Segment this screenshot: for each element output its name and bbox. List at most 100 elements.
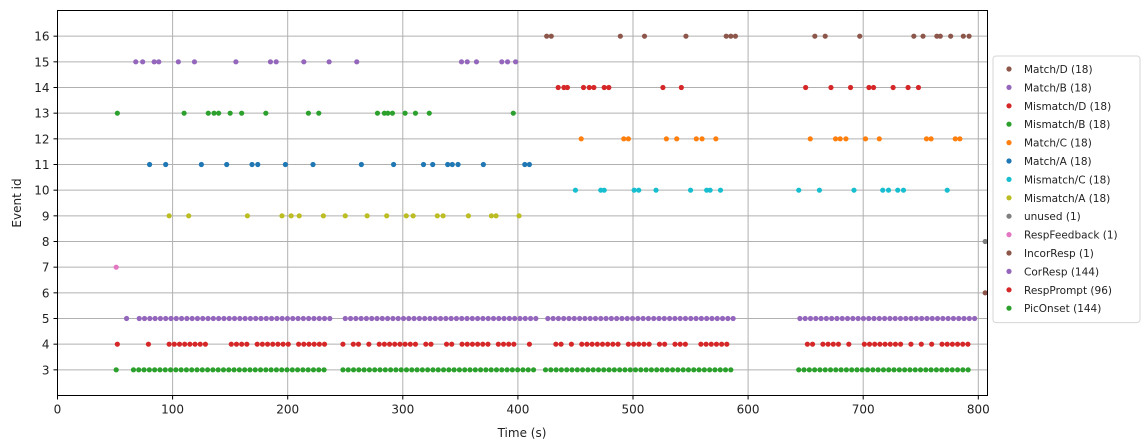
- data-point: [614, 315, 620, 322]
- x-tick-label: 800: [967, 403, 990, 417]
- data-point: [905, 84, 911, 91]
- data-point: [880, 187, 886, 193]
- data-point: [682, 341, 688, 347]
- data-point: [908, 315, 914, 322]
- data-point: [423, 341, 429, 347]
- legend-entry: Match/B (18): [1024, 82, 1092, 94]
- data-point: [459, 315, 465, 322]
- legend-marker-icon: [1006, 195, 1012, 201]
- data-point: [550, 315, 556, 322]
- data-point: [147, 315, 153, 322]
- data-point: [851, 187, 857, 193]
- data-point: [928, 367, 934, 373]
- data-point: [571, 315, 577, 322]
- data-point: [929, 315, 935, 322]
- data-point: [887, 315, 893, 322]
- data-point: [566, 315, 572, 322]
- data-point: [603, 315, 609, 322]
- data-point: [374, 315, 380, 322]
- data-point: [886, 367, 892, 373]
- data-point: [818, 315, 824, 322]
- data-point: [917, 367, 924, 373]
- data-point: [564, 84, 570, 91]
- data-point: [956, 315, 962, 322]
- legend-marker-icon: [1006, 140, 1012, 146]
- data-point: [725, 315, 731, 322]
- data-point: [183, 367, 190, 373]
- data-point: [369, 315, 375, 322]
- data-point: [478, 367, 484, 373]
- data-point: [263, 315, 269, 322]
- data-point: [350, 367, 357, 373]
- data-point: [849, 367, 855, 373]
- data-point: [545, 315, 551, 322]
- data-point: [530, 367, 537, 373]
- data-point: [264, 341, 271, 347]
- data-point: [347, 315, 354, 322]
- data-point: [500, 341, 507, 347]
- data-point: [268, 367, 274, 373]
- y-tick-label: 10: [34, 184, 49, 198]
- data-point: [473, 59, 480, 65]
- data-point: [574, 367, 580, 373]
- data-point: [923, 367, 929, 373]
- data-point: [966, 33, 972, 39]
- data-point: [440, 367, 447, 373]
- data-point: [615, 341, 621, 347]
- data-point: [730, 315, 736, 322]
- data-point: [713, 341, 720, 347]
- data-point: [294, 367, 301, 373]
- data-point: [194, 367, 200, 373]
- legend-entry: IncorResp (1): [1024, 248, 1094, 260]
- data-point: [918, 341, 924, 347]
- data-point: [199, 367, 205, 373]
- data-point: [428, 341, 434, 347]
- legend-marker-icon: [1006, 287, 1012, 293]
- data-point: [674, 136, 680, 142]
- data-point: [827, 367, 834, 373]
- data-point: [606, 367, 612, 373]
- data-point: [419, 367, 425, 373]
- data-point: [876, 136, 882, 142]
- data-point: [512, 315, 518, 322]
- data-point: [270, 341, 276, 347]
- data-point: [412, 110, 419, 116]
- data-point: [960, 341, 966, 347]
- data-point: [839, 315, 845, 322]
- data-point: [504, 367, 510, 373]
- data-point: [263, 110, 269, 116]
- data-point: [157, 315, 163, 322]
- data-point: [875, 367, 881, 373]
- legend-entry: CorResp (144): [1024, 266, 1099, 278]
- data-point: [829, 315, 835, 322]
- data-point: [801, 367, 807, 373]
- data-point: [522, 315, 528, 322]
- data-point: [659, 367, 665, 373]
- data-point: [205, 110, 211, 116]
- data-point: [252, 367, 258, 373]
- data-point: [516, 213, 522, 219]
- data-point: [146, 161, 153, 168]
- data-point: [683, 33, 689, 39]
- data-point: [548, 33, 554, 39]
- data-point: [847, 84, 854, 91]
- data-point: [197, 341, 203, 347]
- data-point: [822, 33, 828, 39]
- data-point: [548, 367, 554, 373]
- data-point: [488, 367, 494, 373]
- data-point: [366, 341, 372, 347]
- data-point: [354, 59, 360, 65]
- data-point: [305, 367, 311, 373]
- data-point: [472, 367, 478, 373]
- data-point: [533, 315, 539, 322]
- data-point: [279, 213, 285, 219]
- data-point: [678, 84, 684, 91]
- data-point: [253, 315, 259, 322]
- data-point: [358, 315, 364, 322]
- data-point: [809, 341, 816, 347]
- data-point: [425, 367, 431, 373]
- data-point: [279, 367, 285, 373]
- data-point: [796, 187, 802, 193]
- data-point: [724, 341, 730, 347]
- x-tick-label: 200: [276, 403, 299, 417]
